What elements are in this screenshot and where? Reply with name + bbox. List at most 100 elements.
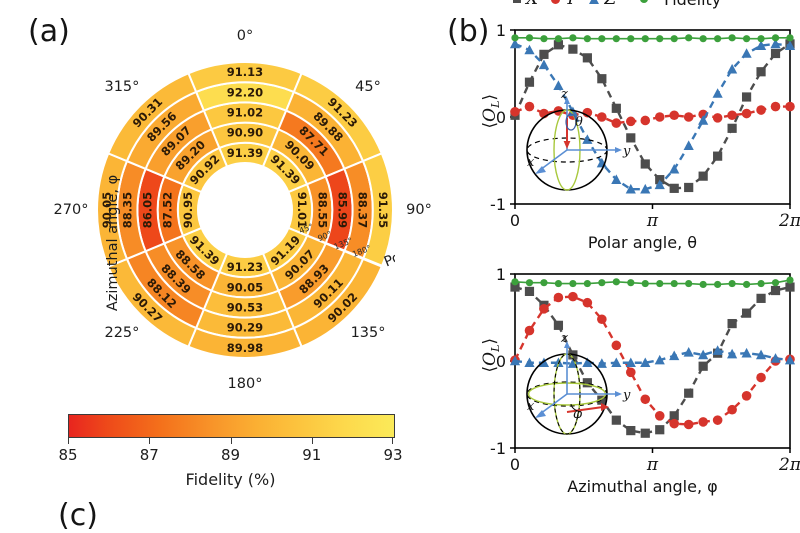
- data-point-z: [582, 357, 593, 368]
- data-point-y: [654, 112, 665, 122]
- data-point-fidelity: [714, 280, 722, 289]
- data-point-x: [597, 395, 607, 405]
- data-point-fidelity: [786, 276, 794, 284]
- heatmap-cell-value: 87.52: [161, 192, 175, 228]
- azimuthal-axis-label: Azimuthal angle, φ: [105, 174, 121, 312]
- data-point-x: [741, 308, 752, 318]
- x-tick-label: 2π: [778, 211, 800, 231]
- data-point-x: [524, 286, 535, 296]
- heatmap-cell-value: 90.05: [227, 280, 263, 294]
- data-point-y: [669, 418, 680, 429]
- legend-item-fidelity: Fidelity: [629, 0, 721, 9]
- azimuthal-tick-225: 225°: [104, 325, 140, 342]
- legend-label: Y: [565, 0, 576, 9]
- heatmap-cell-value: 88.37: [356, 192, 370, 228]
- axis-glyph-label: y: [622, 144, 631, 159]
- subplot-azimuthal-angle: 0 π 2π -1 0 1 z y x φ ⟨OL⟩ Azimuthal angle, φ: [455, 262, 800, 507]
- data-point-z: [770, 38, 781, 49]
- data-point-x: [553, 40, 564, 50]
- subplot-polar-angle: 0 π 2π -1 0 1 z y x θ ⟨OL⟩ Polar angle, θ: [455, 18, 800, 263]
- data-point-fidelity: [525, 34, 534, 42]
- heatmap-cell-value: 89.98: [227, 341, 263, 355]
- data-point-x: [597, 74, 607, 84]
- data-point-fidelity: [612, 278, 620, 286]
- axis-glyph-label: φ: [573, 407, 583, 422]
- data-point-fidelity: [670, 279, 678, 288]
- data-point-x: [611, 103, 621, 113]
- data-point-z: [582, 134, 593, 144]
- y-axis-label-bot: ⟨OL⟩: [479, 337, 503, 373]
- data-point-y: [669, 110, 680, 121]
- data-point-z: [625, 357, 636, 368]
- data-point-x: [539, 49, 549, 59]
- data-point-fidelity: [569, 34, 577, 42]
- data-point-x: [785, 282, 795, 292]
- data-point-fidelity: [511, 34, 519, 42]
- heatmap-cell-value: 86.05: [141, 192, 155, 228]
- heatmap-cell-value: 91.35: [376, 192, 390, 228]
- data-point-fidelity: [583, 279, 591, 288]
- series-legend: X Y Z Fidelity: [513, 0, 795, 10]
- colorbar-tick-label: 89: [220, 446, 241, 464]
- colorbar-tick-label: 93: [383, 446, 403, 464]
- data-point-z: [538, 357, 550, 368]
- data-point-fidelity: [771, 34, 780, 42]
- data-point-fidelity: [714, 35, 722, 43]
- data-point-z: [683, 140, 694, 151]
- data-point-y: [698, 417, 708, 427]
- colorbar-ticks: [68, 438, 393, 446]
- x-tick-label: π: [646, 455, 659, 475]
- data-point-z: [741, 347, 752, 358]
- data-point-y: [524, 325, 535, 336]
- data-point-fidelity: [699, 280, 707, 289]
- y-tick-label: 1: [496, 265, 506, 284]
- data-point-z: [755, 349, 767, 360]
- data-point-x: [727, 123, 737, 133]
- data-point-z: [524, 44, 535, 55]
- azimuthal-tick-45: 45°: [355, 78, 381, 95]
- data-point-x: [553, 320, 564, 330]
- data-point-x: [626, 426, 636, 436]
- data-point-y: [553, 292, 564, 303]
- panel-a-letter: (a): [28, 14, 70, 49]
- data-point-y: [597, 314, 607, 325]
- data-point-x: [582, 53, 592, 63]
- axis-glyph-label: θ: [575, 115, 583, 130]
- heatmap-cell-value: 88.55: [315, 192, 329, 228]
- data-point-y: [770, 101, 781, 112]
- data-point-x: [770, 48, 781, 59]
- azimuthal-tick-135: 135°: [350, 325, 386, 342]
- data-point-z: [669, 350, 680, 361]
- data-point-fidelity: [583, 35, 591, 43]
- data-point-z: [698, 115, 709, 125]
- data-point-y: [582, 107, 593, 118]
- colorbar-tick: [149, 438, 151, 444]
- x-axis-label-top: Polar angle, θ: [587, 233, 698, 252]
- data-point-y: [539, 304, 549, 314]
- azimuthal-tick-270: 270°: [53, 202, 89, 218]
- data-point-y: [756, 372, 766, 383]
- data-point-fidelity: [699, 35, 707, 43]
- data-point-z: [509, 355, 521, 366]
- data-point-z: [784, 40, 796, 50]
- azimuthal-tick-315: 315°: [104, 78, 140, 95]
- heatmap-cell-value: 85.99: [336, 192, 350, 228]
- data-point-z: [784, 354, 796, 365]
- panel-a: (a) 91.39 90.90 91.02 92.20 91.13 91.39 90.09 8…: [28, 14, 432, 489]
- data-point-y: [524, 101, 535, 112]
- data-point-y: [654, 411, 665, 421]
- data-point-y: [582, 297, 593, 308]
- data-point-z: [712, 345, 723, 355]
- data-point-z: [727, 63, 738, 74]
- data-point-fidelity: [612, 35, 620, 43]
- colorbar-tick-label: 91: [302, 446, 322, 464]
- data-point-x: [640, 159, 650, 169]
- heatmap-cell-value: 92.20: [227, 85, 263, 99]
- data-point-y: [727, 404, 737, 415]
- data-point-z: [509, 38, 521, 49]
- data-point-z: [524, 357, 535, 368]
- data-point-fidelity: [685, 34, 693, 42]
- azimuthal-tick-90: 90°: [406, 202, 432, 218]
- y-axis-label-top: ⟨OL⟩: [479, 93, 503, 129]
